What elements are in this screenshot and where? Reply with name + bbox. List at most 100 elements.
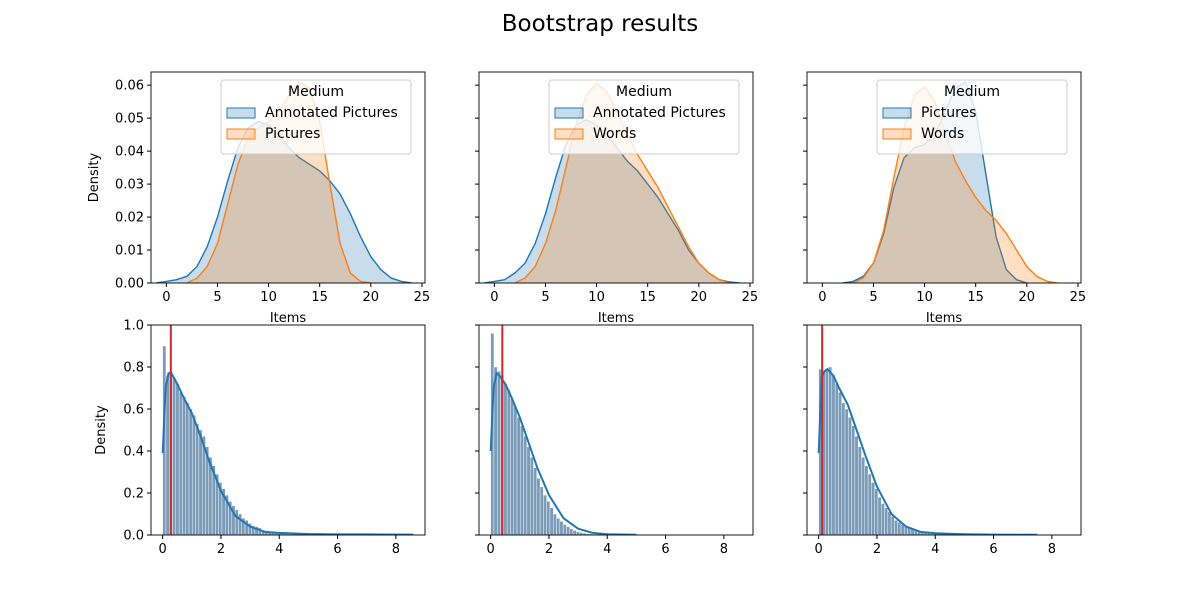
figure-title: Bootstrap results: [502, 11, 698, 37]
kde-area-1: [156, 121, 412, 283]
legend-label-1: Pictures: [921, 105, 976, 121]
hist-bar: [881, 503, 885, 535]
hist-bar: [516, 417, 521, 535]
hist-bar: [825, 368, 829, 535]
x-tick-label: 25: [1070, 290, 1087, 305]
hist-bar: [553, 513, 557, 535]
legend: Medium Annotated Pictures Pictures: [220, 79, 412, 155]
chart-panel-2: Medium Annotated Pictures Words 0 5 10 15 20 25 I…: [475, 71, 758, 326]
hist-bar: [175, 383, 180, 535]
hist-bar: [493, 366, 498, 535]
legend-swatch-2: [226, 128, 256, 140]
hist-bar: [497, 371, 501, 535]
hist-bar: [867, 473, 872, 535]
hist-bar: [844, 408, 849, 535]
hist-bar: [182, 396, 186, 535]
x-tick-label: 5: [541, 290, 549, 305]
hist-bar: [897, 522, 902, 535]
kde-area-1: [842, 81, 1027, 283]
kde-area-2: [186, 81, 371, 283]
x-tick-label: 10: [588, 290, 605, 305]
hist-bar: [576, 531, 580, 535]
hist-bar: [188, 408, 193, 535]
legend-swatch-2: [554, 128, 584, 140]
x-tick-label: 8: [1048, 542, 1056, 557]
x-axis-label: Items: [270, 311, 307, 326]
chart-panel-4: 0 2 4 6 8 0.0 0.2 0.4 0.6 0.8 1.0 Density: [94, 319, 426, 557]
hist-bar: [172, 377, 177, 535]
hist-bar: [543, 494, 547, 535]
axes-frame: [150, 71, 426, 284]
legend-label-2: Words: [921, 126, 964, 142]
x-tick-label: 25: [414, 290, 431, 305]
hist-bar: [851, 425, 856, 535]
y-tick-label: 0.02: [115, 211, 144, 226]
x-tick-label: 0: [818, 290, 826, 305]
hist-bar: [831, 375, 836, 535]
hist-bar: [510, 398, 514, 535]
y-tick-label: 0.6: [123, 403, 144, 418]
hist-bar: [884, 507, 889, 535]
hist-bar: [841, 402, 846, 535]
x-tick-label: 6: [989, 542, 997, 557]
hist-bar: [864, 465, 869, 535]
x-tick-label: 0: [487, 542, 495, 557]
legend-label-2: Pictures: [265, 126, 320, 142]
x-tick-label: 10: [916, 290, 933, 305]
hist-bar: [185, 402, 190, 535]
x-tick-label: 0: [159, 542, 167, 557]
hist-bar: [838, 392, 842, 535]
chart-panel-6: 0 2 4 6 8: [803, 324, 1082, 557]
legend-swatch-1: [554, 107, 584, 119]
hist-bar: [549, 507, 554, 535]
x-tick-label: 2: [217, 542, 225, 557]
x-tick-label: 4: [931, 542, 939, 557]
hist-bar: [198, 429, 203, 535]
y-tick-label: 0.05: [115, 112, 144, 127]
legend-swatch-1: [226, 107, 256, 119]
x-tick-label: 8: [392, 542, 400, 557]
legend-swatch-1: [882, 107, 912, 119]
kde-line-2: [852, 85, 1058, 283]
x-tick-label: 4: [275, 542, 283, 557]
x-tick-label: 2: [545, 542, 553, 557]
axes-frame: [806, 324, 1082, 536]
legend-frame: [876, 79, 1068, 155]
y-tick-label: 0.06: [115, 79, 144, 94]
chart-panel-1: Medium Annotated Pictures Pictures 0 5 10 15 20…: [87, 71, 431, 326]
legend: Medium Pictures Words: [876, 79, 1068, 155]
plot-area: [489, 325, 640, 535]
legend-swatch-2: [882, 128, 912, 140]
hist-bar: [165, 375, 170, 535]
legend: Medium Annotated Pictures Words: [548, 79, 740, 155]
x-tick-label: 4: [603, 542, 611, 557]
hist-bar: [513, 406, 518, 535]
x-tick-label: 20: [691, 290, 708, 305]
hist-bar: [523, 436, 528, 535]
chart-panel-5: 0 2 4 6 8: [475, 324, 754, 557]
y-tick-label: 0.03: [115, 178, 144, 193]
hist-bar: [854, 436, 859, 535]
legend-label-1: Annotated Pictures: [593, 105, 726, 121]
y-tick-label: 0.4: [123, 445, 144, 460]
hist-bar: [234, 509, 239, 535]
axes-frame: [478, 71, 754, 284]
y-tick-label: 0.8: [123, 361, 144, 376]
hist-bar: [526, 446, 531, 535]
hist-bar: [569, 528, 574, 535]
plot-area: [817, 325, 1038, 535]
x-tick-label: 0: [162, 290, 170, 305]
plot-area: [155, 80, 412, 283]
legend-frame: [548, 79, 740, 155]
y-tick-label: 0.04: [115, 145, 144, 160]
axes-frame: [478, 324, 754, 536]
hist-bar: [546, 501, 551, 535]
hist-bar: [848, 417, 852, 535]
x-tick-label: 15: [311, 290, 328, 305]
hist-bar: [539, 486, 544, 535]
y-tick-label: 1.0: [123, 319, 144, 334]
hist-bar: [503, 383, 508, 535]
hist-bar: [238, 513, 242, 535]
hist-bar: [900, 524, 905, 535]
